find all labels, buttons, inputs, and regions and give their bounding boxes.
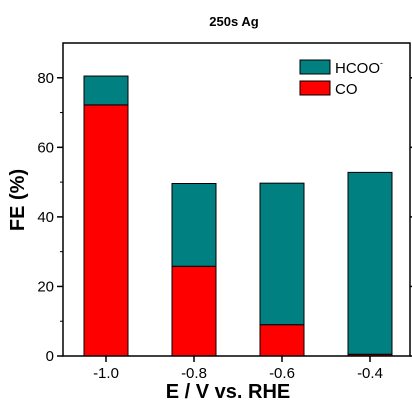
axis-ticks: 0 20 40 60 80 -1.0 -0.8 -0.6 -0.4 xyxy=(37,70,412,382)
x-axis-label: E / V vs. RHE xyxy=(166,381,291,401)
x-tick-label-0: -1.0 xyxy=(93,365,119,382)
legend-label-hcoo: HCOO- xyxy=(335,58,383,77)
legend-swatch-hcoo xyxy=(299,59,331,75)
bar-co-0 xyxy=(83,104,129,357)
legend-label-co: CO xyxy=(335,81,358,98)
legend-swatch-co xyxy=(299,80,331,96)
bar-hcoo-0 xyxy=(83,75,129,106)
bar-hcoo-1 xyxy=(171,183,217,267)
bar-co-1 xyxy=(171,265,217,357)
y-tick-label-4: 80 xyxy=(37,70,54,87)
chart-title: 250s Ag xyxy=(209,14,258,29)
y-tick-label-0: 0 xyxy=(46,348,54,365)
bar-co-2 xyxy=(259,324,305,357)
x-tick-label-1: -0.8 xyxy=(181,365,207,382)
bar-hcoo-3 xyxy=(347,171,393,355)
y-axis-label: FE (%) xyxy=(7,169,29,231)
legend: HCOO- CO xyxy=(299,58,383,98)
x-tick-label-2: -0.6 xyxy=(269,365,295,382)
y-tick-label-1: 20 xyxy=(37,278,54,295)
x-tick-label-3: -0.4 xyxy=(357,365,383,382)
plot-frame xyxy=(62,42,411,357)
bars-group xyxy=(83,75,393,357)
y-tick-label-2: 40 xyxy=(37,209,54,226)
y-tick-label-3: 60 xyxy=(37,139,54,156)
bar-hcoo-2 xyxy=(259,182,305,326)
